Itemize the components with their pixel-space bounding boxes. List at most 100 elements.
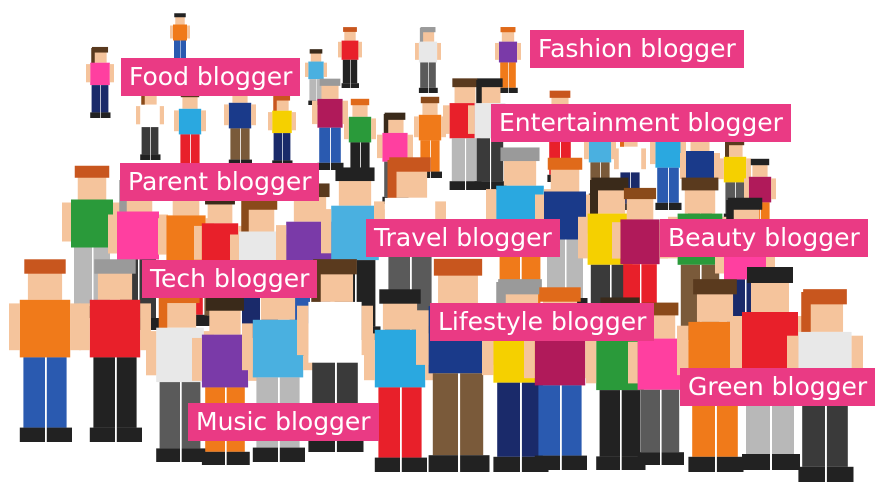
pixel-person-block xyxy=(350,59,358,84)
pixel-person-block xyxy=(802,392,825,467)
pixel-person-block xyxy=(401,457,427,472)
pixel-person-block xyxy=(350,142,360,174)
pixel-person-block xyxy=(719,158,724,180)
pixel-person-block xyxy=(330,127,341,163)
pixel-person-block xyxy=(524,331,535,379)
pixel-person-block xyxy=(452,78,478,88)
pixel-person-block xyxy=(201,110,206,132)
pixel-person-block xyxy=(803,289,847,305)
pixel-person-block xyxy=(364,333,375,381)
pixel-person-block xyxy=(150,127,159,155)
pixel-person-block xyxy=(86,64,91,83)
pixel-person-block xyxy=(100,85,109,113)
pixel-person-block xyxy=(108,214,117,254)
pixel-person-block xyxy=(46,427,72,442)
pixel-person-block xyxy=(591,177,629,191)
pixel-person-block xyxy=(23,357,45,428)
pixel-person-block xyxy=(416,310,429,365)
pixel-person-block xyxy=(136,106,141,125)
pixel-person-block xyxy=(379,289,421,304)
pixel-person-block xyxy=(174,110,179,132)
pixel-person-block xyxy=(341,83,350,88)
pixel-person-block xyxy=(93,357,115,428)
pixel-person-block xyxy=(342,100,348,125)
pixel-person-block xyxy=(342,59,350,84)
pixel-person-block xyxy=(612,222,621,259)
pixel-person-block xyxy=(747,267,793,283)
pixel-person-block xyxy=(282,133,291,161)
pixel-person-block xyxy=(418,41,438,63)
pixel-person-block xyxy=(801,292,811,342)
pixel-person-block xyxy=(335,167,375,182)
fashion-blogger-label: Fashion blogger xyxy=(530,30,744,68)
pixel-person-block xyxy=(309,79,316,101)
pixel-person-block xyxy=(187,314,207,326)
pixel-person-block xyxy=(141,127,150,155)
pixel-person-block xyxy=(46,357,67,428)
pixel-person-block xyxy=(350,98,370,106)
pixel-person-block xyxy=(714,153,720,179)
pixel-person-block xyxy=(89,299,141,358)
pixel-person-block xyxy=(620,219,660,265)
pixel-person-block xyxy=(742,454,770,470)
pixel-person-block xyxy=(599,390,620,457)
pixel-person-block xyxy=(323,62,327,77)
pixel-person-block xyxy=(141,90,145,109)
pixel-person-block xyxy=(305,62,309,77)
pixel-person-block xyxy=(500,62,508,88)
pixel-person-block xyxy=(228,159,240,166)
pixel-person-block xyxy=(476,80,482,109)
pixel-person-block xyxy=(466,181,482,190)
pixel-person-block xyxy=(693,279,737,295)
pixel-person-block xyxy=(661,452,684,465)
pixel-person-block xyxy=(750,158,770,166)
pixel-person-block xyxy=(371,118,376,140)
pixel-person-block xyxy=(748,176,772,203)
pixel-person-block xyxy=(343,27,357,32)
pixel-person-block xyxy=(661,389,680,453)
pixel-person-block xyxy=(508,87,518,93)
pixel-person-block xyxy=(344,28,356,41)
pixel-person-block xyxy=(641,148,646,170)
pixel-person-block xyxy=(547,157,583,170)
pixel-person-block xyxy=(268,112,273,131)
pixel-person-block xyxy=(90,62,110,86)
pixel-person-block xyxy=(316,79,323,101)
pixel-person-block xyxy=(725,138,745,146)
pixel-person-block xyxy=(224,104,229,126)
pixel-person-block xyxy=(493,456,520,472)
pixel-person-block xyxy=(655,202,668,210)
pixel-person-block xyxy=(491,181,507,190)
pixel-person-block xyxy=(173,24,187,41)
pixel-person-block xyxy=(477,78,503,88)
pixel-person-block xyxy=(319,78,341,86)
pixel-person-block xyxy=(240,128,250,160)
pixel-person-block xyxy=(291,112,296,131)
pixel-person-block xyxy=(273,96,277,115)
pixel-person-block xyxy=(91,85,100,113)
pixel-person-block xyxy=(668,202,682,210)
pixel-person-block xyxy=(449,181,465,190)
pixel-person-block xyxy=(19,299,71,358)
pixel-person-block xyxy=(228,102,252,129)
pixel-person-block xyxy=(498,87,508,93)
pixel-person-block xyxy=(79,303,90,351)
pixel-person-block xyxy=(590,180,598,222)
pixel-person-block xyxy=(727,197,763,210)
pixel-person-block xyxy=(192,337,202,381)
pixel-person-block xyxy=(276,225,287,270)
pixel-person-block xyxy=(174,13,186,18)
pixel-person-block xyxy=(279,447,305,462)
pixel-person-block xyxy=(74,165,110,178)
pixel-person-block xyxy=(341,40,359,60)
pixel-person-block xyxy=(100,112,111,118)
pixel-person-block xyxy=(201,334,249,388)
pixel-person-block xyxy=(384,112,406,120)
lifestyle-blogger-label: Lifestyle blogger xyxy=(430,303,655,341)
pixel-person-block xyxy=(851,335,863,386)
pixel-person-block xyxy=(584,138,589,160)
pixel-person-block xyxy=(772,454,800,470)
pixel-person-block xyxy=(175,14,185,25)
pixel-person-block xyxy=(428,455,458,472)
pixel-person-block xyxy=(560,139,571,175)
